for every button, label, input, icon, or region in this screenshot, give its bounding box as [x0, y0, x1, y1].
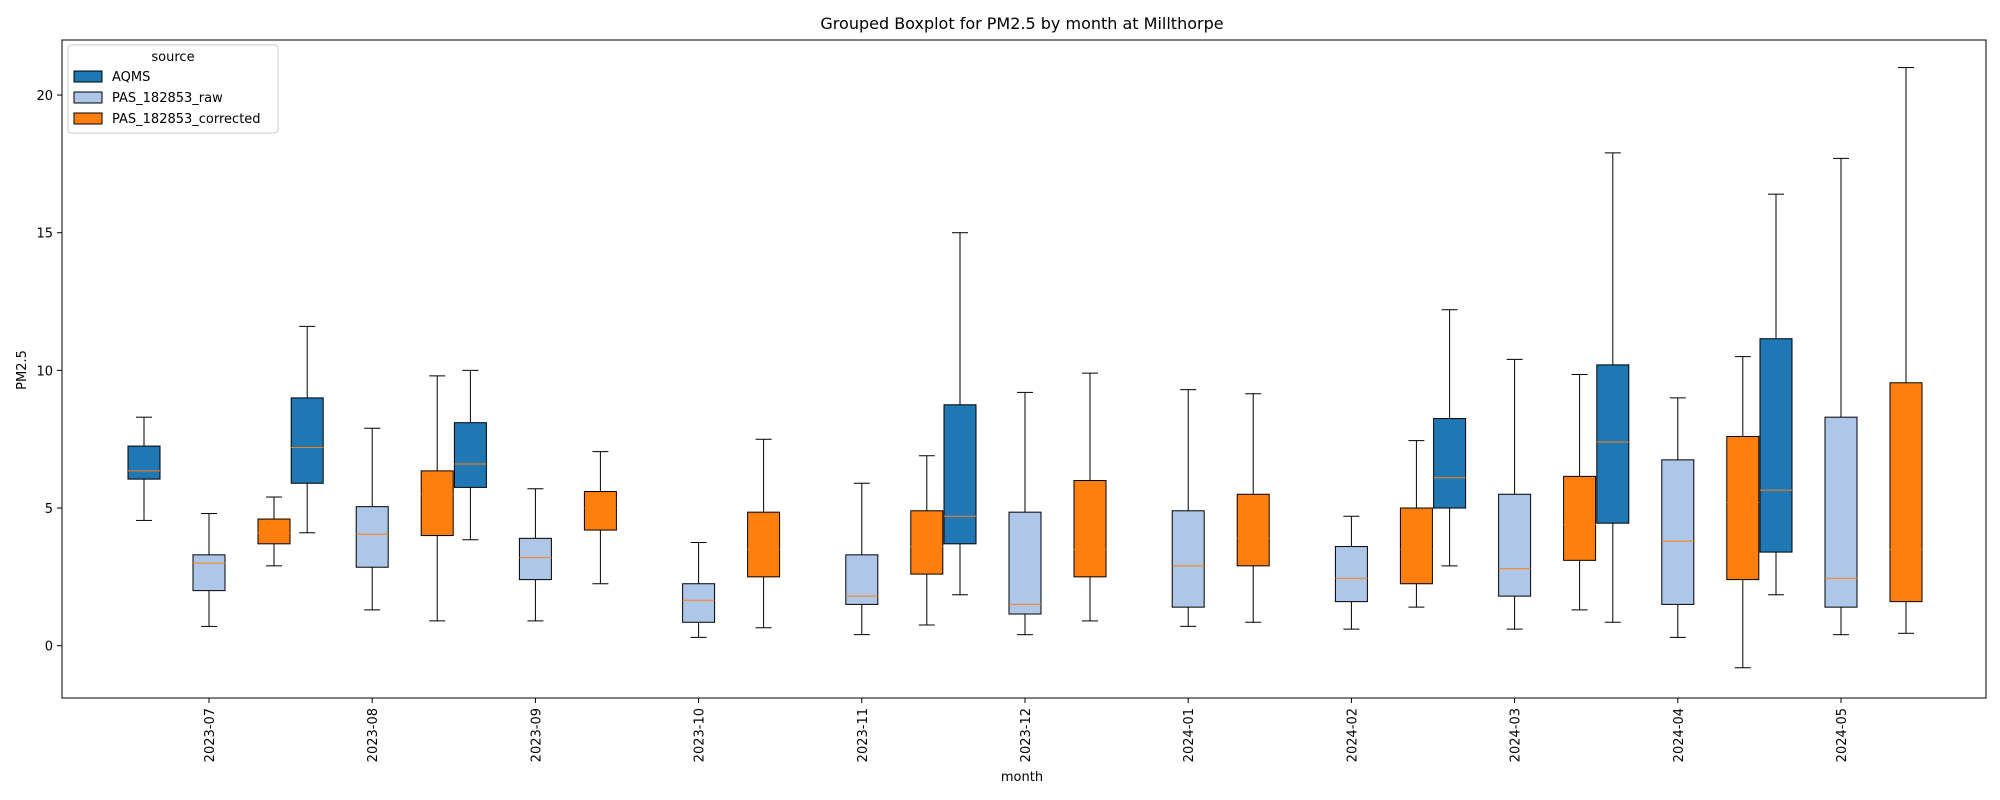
x-tick-label: 2023-07 — [203, 708, 218, 762]
box-body — [453, 422, 487, 488]
box-AQMS-2024-05 — [1759, 193, 1793, 596]
box-body — [583, 491, 617, 531]
box-body — [1171, 510, 1205, 608]
legend-swatch — [73, 70, 103, 83]
box-PAS_182853_corrected-2024-02 — [1399, 440, 1433, 608]
box-body — [1824, 416, 1858, 608]
box-body — [1073, 480, 1107, 578]
x-tick-label: 2024-02 — [1345, 708, 1360, 762]
box-body — [682, 583, 716, 623]
box-AQMS-2024-03 — [1433, 309, 1467, 567]
y-tick-label: 0 — [45, 640, 53, 655]
box-PAS_182853_corrected-2023-11 — [910, 455, 944, 626]
y-tick-label: 20 — [36, 89, 53, 104]
box-PAS_182853_raw-2023-12 — [1008, 391, 1042, 636]
box-body — [1498, 493, 1532, 597]
box-PAS_182853_raw-2023-09 — [518, 488, 552, 622]
x-tick-label: 2023-11 — [856, 708, 871, 762]
box-PAS_182853_corrected-2023-12 — [1073, 372, 1107, 622]
series-PAS_182853_corrected — [257, 67, 1923, 669]
legend-entry: PAS_182853_corrected — [112, 112, 261, 127]
box-PAS_182853_raw-2024-02 — [1334, 515, 1368, 630]
box-PAS_182853_raw-2024-01 — [1171, 389, 1205, 627]
box-PAS_182853_raw-2023-07 — [192, 513, 226, 627]
box-body — [355, 506, 389, 568]
box-body — [1596, 364, 1630, 524]
box-PAS_182853_raw-2023-11 — [845, 482, 879, 636]
box-body — [845, 554, 879, 605]
box-body — [910, 510, 944, 575]
box-body — [1334, 546, 1368, 603]
y-axis: 0 5 10 15 20 — [36, 89, 62, 655]
x-tick-label: 2024-04 — [1672, 708, 1687, 762]
box-PAS_182853_corrected-2024-03 — [1563, 374, 1597, 611]
box-PAS_182853_corrected-2024-04 — [1726, 356, 1760, 669]
legend-entry: AQMS — [112, 70, 150, 85]
box-body — [518, 537, 552, 581]
box-AQMS-2023-09 — [453, 369, 487, 541]
box-groups — [127, 67, 1923, 669]
x-axis: 2023-07 2023-08 2023-09 2023-10 2023-11 2023-… — [203, 698, 1850, 762]
box-body — [290, 397, 324, 484]
y-tick-label: 10 — [36, 364, 53, 379]
box-body — [1661, 459, 1695, 605]
x-tick-label: 2024-01 — [1182, 708, 1197, 762]
x-tick-label: 2024-03 — [1509, 708, 1524, 762]
box-body — [1889, 382, 1923, 603]
box-body — [420, 470, 454, 537]
box-body — [1433, 418, 1467, 509]
x-tick-label: 2023-12 — [1019, 708, 1034, 762]
y-tick-label: 15 — [36, 227, 53, 242]
box-body — [943, 404, 977, 545]
box-body — [1399, 507, 1433, 585]
x-tick-label: 2023-09 — [529, 708, 544, 762]
box-PAS_182853_corrected-2023-10 — [747, 438, 781, 629]
box-body — [747, 511, 781, 578]
box-body — [1563, 475, 1597, 561]
legend-swatch — [73, 91, 103, 104]
box-body — [257, 518, 291, 545]
x-axis-label: month — [1001, 770, 1043, 785]
x-tick-label: 2023-08 — [366, 708, 381, 762]
y-axis-label: PM2.5 — [15, 350, 30, 390]
box-AQMS-2023-07 — [127, 416, 161, 521]
y-tick-label: 5 — [45, 502, 53, 517]
legend-entry: PAS_182853_raw — [112, 91, 223, 106]
series-AQMS — [127, 152, 1793, 623]
box-PAS_182853_raw-2023-08 — [355, 427, 389, 611]
plot-frame — [61, 39, 1987, 699]
box-body — [1726, 435, 1760, 581]
box-PAS_182853_raw-2024-04 — [1661, 397, 1695, 638]
box-AQMS-2023-08 — [290, 325, 324, 534]
box-PAS_182853_corrected-2024-01 — [1236, 393, 1270, 623]
legend-title: source — [151, 50, 194, 65]
x-tick-label: 2023-10 — [693, 708, 708, 762]
x-tick-label: 2024-05 — [1835, 708, 1850, 762]
box-body — [127, 445, 161, 480]
box-AQMS-2023-12 — [943, 232, 977, 596]
legend-frame — [67, 44, 279, 134]
box-body — [1236, 493, 1270, 567]
box-PAS_182853_raw-2024-05 — [1824, 157, 1858, 636]
box-body — [1008, 511, 1042, 615]
series-PAS_182853_raw — [192, 157, 1858, 638]
box-PAS_182853_raw-2024-03 — [1498, 358, 1532, 630]
box-PAS_182853_corrected-2023-07 — [257, 496, 291, 567]
legend-swatch — [73, 112, 103, 125]
chart-title: Grouped Boxplot for PM2.5 by month at Mi… — [820, 14, 1223, 33]
box-PAS_182853_raw-2023-10 — [682, 541, 716, 638]
box-body — [192, 554, 226, 592]
box-PAS_182853_corrected-2024-05 — [1889, 67, 1923, 634]
box-PAS_182853_corrected-2023-08 — [420, 375, 454, 622]
box-body — [1759, 338, 1793, 553]
box-AQMS-2024-04 — [1596, 152, 1630, 623]
box-PAS_182853_corrected-2023-09 — [583, 451, 617, 585]
